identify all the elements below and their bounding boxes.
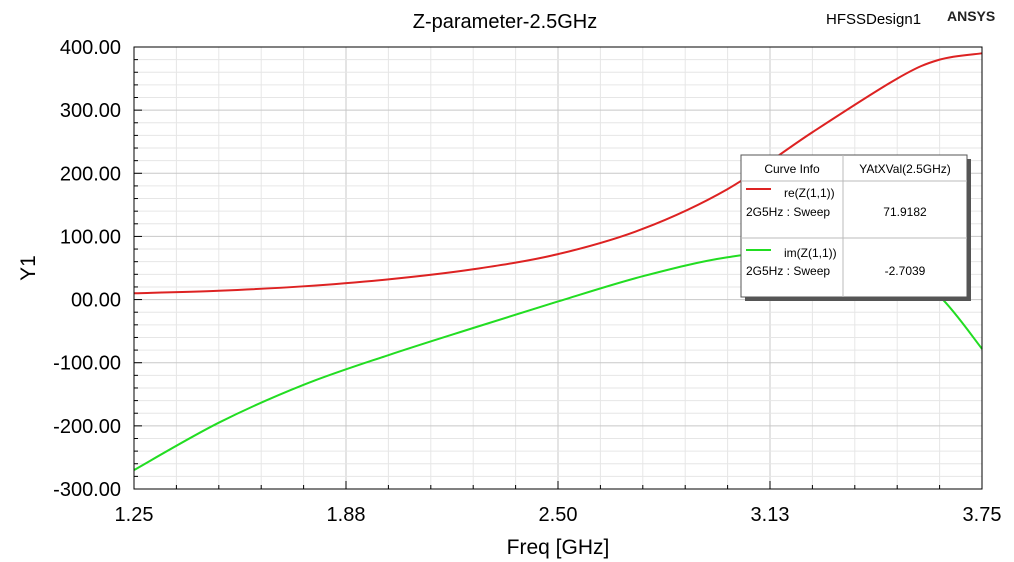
- y-tick-label: 00.00: [71, 290, 121, 312]
- y-tick-label: -100.00: [53, 353, 121, 375]
- x-tick-label: 3.13: [751, 504, 790, 526]
- y-tick-label: 400.00: [60, 37, 121, 59]
- x-tick-label: 3.75: [963, 504, 1002, 526]
- y-tick-label: 100.00: [60, 226, 121, 248]
- legend-box: [740, 154, 968, 298]
- x-axis-label: Freq [GHz]: [507, 536, 610, 559]
- legend-header-curve-info: Curve Info: [764, 162, 820, 176]
- legend-sweep-re: 2G5Hz : Sweep: [746, 205, 830, 219]
- x-tick-labels: 1.25 1.88 2.50 3.13 3.75: [115, 504, 1002, 526]
- x-tick-label: 2.50: [539, 504, 578, 526]
- y-tick-labels: 400.00 300.00 200.00 100.00 00.00 -100.00 -200…: [53, 37, 121, 501]
- plot-frame: [133, 46, 983, 490]
- legend-value-re: 71.9182: [883, 205, 927, 219]
- y-axis-label: Y1: [17, 255, 40, 281]
- chart-title: Z-parameter-2.5GHz: [413, 11, 598, 33]
- legend-value-im: -2.7039: [885, 264, 926, 278]
- x-tick-label: 1.88: [327, 504, 366, 526]
- y-tick-label: -200.00: [53, 416, 121, 438]
- series-line-re: [133, 52, 983, 295]
- y-tick-label: 300.00: [60, 100, 121, 122]
- y-tick-label: -300.00: [53, 479, 121, 501]
- y-tick-label: 200.00: [60, 163, 121, 185]
- legend[interactable]: Curve Info YAtXVal(2.5GHz) re(Z(1,1)) 2G…: [740, 154, 971, 301]
- x-tick-label: 1.25: [115, 504, 154, 526]
- legend-series-name-im: im(Z(1,1)): [784, 246, 837, 260]
- brand-logo: ANSYS: [947, 8, 995, 24]
- legend-header-yatx: YAtXVal(2.5GHz): [859, 162, 951, 176]
- legend-sweep-im: 2G5Hz : Sweep: [746, 264, 830, 278]
- design-name: HFSSDesign1: [826, 11, 921, 28]
- legend-series-name-re: re(Z(1,1)): [784, 186, 835, 200]
